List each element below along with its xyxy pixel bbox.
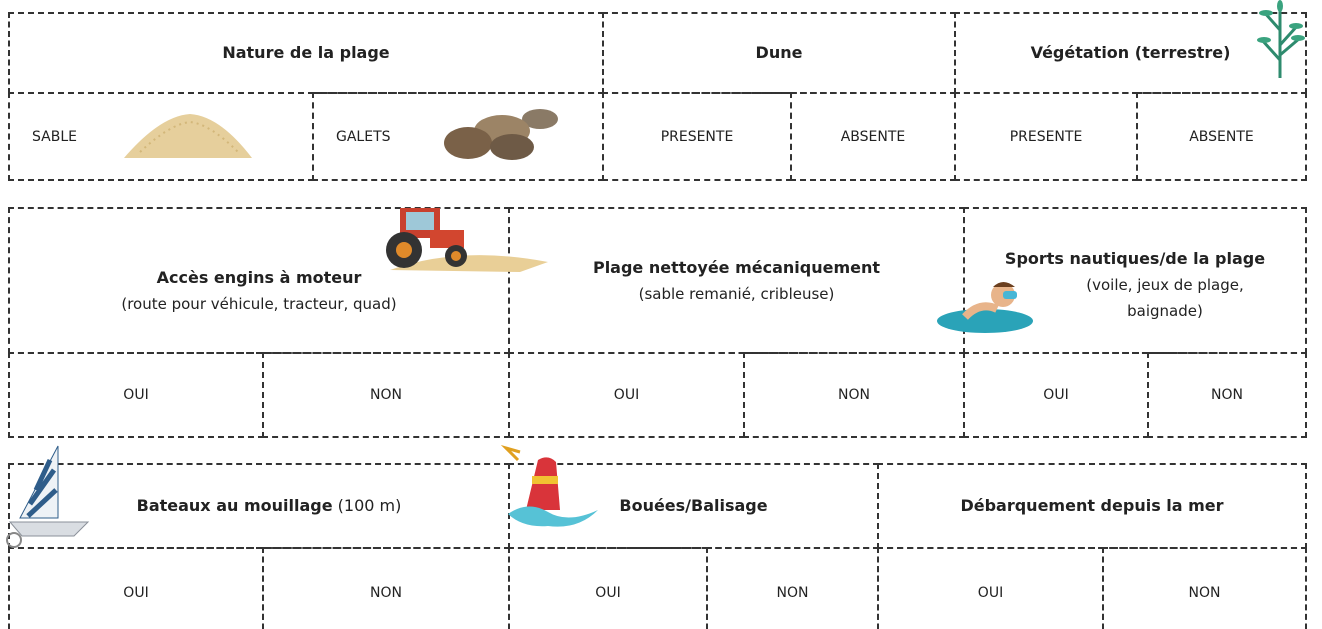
sand-icon: [124, 114, 252, 158]
title: Plage nettoyée mécaniquement: [592, 257, 881, 277]
option: NON: [1188, 585, 1221, 601]
option-cell: PRESENTE: [602, 92, 792, 181]
option-cell: ABSENTE: [1136, 92, 1307, 181]
option-cell: NON: [706, 547, 879, 629]
option: OUI: [123, 585, 149, 601]
option-cell: OUI: [8, 547, 264, 629]
option-cell: OUI: [8, 352, 264, 438]
subtitle: (voile, jeux de plage, baignade): [1086, 275, 1244, 320]
option-cell: NON: [1102, 547, 1307, 629]
header-cell: Nature de la plage: [8, 12, 604, 94]
option-cell: OUI: [963, 352, 1149, 438]
pebbles-icon: [444, 109, 558, 160]
option-cell: PRESENTE: [954, 92, 1138, 181]
title: Bouées/Balisage: [619, 496, 768, 515]
title: Végétation (terrestre): [1030, 43, 1231, 62]
option: ABSENTE: [1189, 128, 1254, 145]
header-cell: Plage nettoyée mécaniquement (sable reman…: [508, 207, 965, 354]
title: Nature de la plage: [222, 43, 390, 62]
tractor-icon: [386, 208, 548, 272]
option: SABLE: [32, 128, 77, 145]
option: PRESENTE: [1009, 128, 1083, 145]
header-cell: Dune: [602, 12, 956, 94]
title: Bateaux au mouillage: [136, 496, 333, 515]
option: NON: [838, 387, 870, 403]
option-cell: ABSENTE: [790, 92, 956, 181]
option-cell: NON: [262, 352, 510, 438]
title: Débarquement depuis la mer: [960, 496, 1224, 515]
option: NON: [370, 585, 402, 601]
subtitle: (sable remanié, cribleuse): [638, 284, 835, 303]
plant-icon: [1257, 0, 1305, 78]
sailboat-icon: [6, 445, 90, 548]
option: PRESENTE: [660, 128, 734, 145]
option: NON: [776, 585, 809, 601]
option-cell: NON: [262, 547, 510, 629]
option-cell: OUI: [877, 547, 1104, 629]
title: Sports nautiques/de la plage: [1004, 248, 1266, 268]
option: OUI: [613, 387, 640, 403]
option: OUI: [595, 585, 621, 601]
swimmer-icon: [937, 282, 1033, 333]
option-cell: OUI: [508, 352, 745, 438]
option-cell: NON: [743, 352, 965, 438]
option: OUI: [977, 585, 1004, 601]
header-cell: Débarquement depuis la mer: [877, 463, 1307, 549]
option: OUI: [123, 387, 149, 403]
title: Dune: [755, 43, 803, 62]
buoy-icon: [500, 444, 598, 527]
option: NON: [1211, 387, 1243, 403]
subtitle: (route pour véhicule, tracteur, quad): [121, 294, 397, 313]
option: OUI: [1043, 387, 1069, 403]
subtitle: (100 m): [337, 496, 402, 515]
option-cell: NON: [1147, 352, 1307, 438]
title-line: Bateaux au mouillage (100 m): [137, 493, 402, 519]
option: GALETS: [336, 128, 391, 145]
option: NON: [370, 387, 402, 403]
option: ABSENTE: [840, 128, 906, 145]
title: Accès engins à moteur: [156, 267, 362, 287]
option-cell: OUI: [508, 547, 708, 629]
